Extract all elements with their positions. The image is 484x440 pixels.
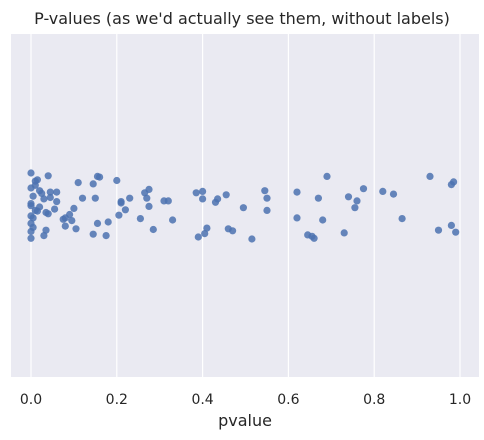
data-point-27 (61, 222, 69, 230)
data-point-83 (398, 215, 406, 223)
data-point-43 (126, 194, 134, 202)
data-point-93 (91, 194, 99, 202)
data-point-19 (40, 195, 48, 203)
data-point-76 (340, 229, 348, 237)
data-point-10 (29, 223, 37, 231)
data-point-34 (89, 180, 97, 188)
data-point-68 (293, 214, 301, 222)
x-tick-label-4: 0.8 (363, 392, 385, 408)
data-point-69 (293, 188, 301, 196)
data-point-33 (89, 230, 97, 238)
data-point-46 (143, 194, 151, 202)
data-point-87 (447, 221, 455, 229)
data-point-31 (74, 179, 82, 187)
data-point-63 (239, 204, 247, 212)
data-point-44 (136, 215, 144, 223)
data-point-54 (194, 233, 202, 241)
data-point-62 (229, 227, 237, 235)
data-point-96 (203, 224, 211, 232)
data-point-88 (450, 178, 458, 186)
data-point-25 (51, 205, 59, 213)
data-point-36 (93, 219, 102, 227)
data-point-94 (102, 232, 110, 240)
data-point-41 (117, 199, 125, 207)
data-point-66 (263, 206, 271, 214)
data-point-82 (389, 190, 398, 198)
data-point-84 (426, 172, 434, 180)
data-point-74 (319, 216, 327, 224)
data-point-56 (199, 187, 207, 195)
data-points (27, 169, 460, 243)
data-point-55 (199, 195, 207, 203)
data-point-77 (344, 193, 353, 201)
data-point-67 (263, 194, 271, 202)
data-point-13 (31, 181, 39, 189)
data-point-65 (261, 187, 269, 195)
data-point-8 (29, 214, 37, 222)
x-tick-label-1: 0.2 (106, 392, 128, 408)
data-point-7 (27, 169, 35, 177)
data-point-91 (53, 198, 61, 206)
data-point-15 (33, 176, 42, 184)
data-point-73 (314, 194, 322, 202)
x-tick-label-0: 0.0 (20, 392, 42, 408)
x-tick-label-5: 1.0 (449, 392, 471, 408)
data-point-18 (40, 232, 48, 240)
x-axis-label: pvalue (218, 411, 272, 430)
data-point-0 (27, 234, 35, 242)
x-tick-label-2: 0.4 (191, 392, 213, 408)
data-point-32 (78, 194, 87, 202)
data-point-24 (46, 188, 54, 196)
data-point-78 (351, 204, 359, 212)
data-point-20 (42, 226, 50, 234)
data-point-60 (222, 191, 230, 199)
data-point-38 (104, 218, 112, 226)
data-point-85 (434, 226, 443, 234)
data-point-51 (164, 197, 172, 205)
data-point-72 (310, 234, 318, 242)
data-point-26 (53, 188, 61, 196)
data-point-99 (38, 189, 46, 197)
data-point-53 (192, 189, 200, 197)
data-point-92 (68, 217, 76, 225)
data-point-81 (379, 187, 387, 195)
data-point-90 (46, 193, 54, 202)
data-point-98 (59, 215, 67, 223)
data-point-80 (359, 185, 368, 193)
data-point-52 (169, 216, 177, 224)
data-point-42 (121, 206, 129, 214)
data-point-97 (113, 176, 121, 185)
data-point-49 (149, 225, 157, 234)
data-point-5 (27, 202, 35, 210)
data-point-9 (29, 192, 37, 200)
data-point-22 (44, 210, 52, 218)
data-point-79 (353, 197, 361, 205)
data-point-64 (248, 235, 256, 243)
data-point-75 (323, 172, 331, 180)
chart-title: P-values (as we'd actually see them, wit… (34, 9, 450, 28)
grid-lines (30, 34, 461, 377)
data-point-47 (145, 185, 153, 193)
data-point-29 (70, 204, 78, 212)
data-point-16 (36, 203, 44, 211)
x-tick-labels: 0.0 0.2 0.4 0.6 0.8 1.0 (20, 392, 471, 408)
data-point-57 (201, 230, 209, 238)
x-tick-label-3: 0.6 (277, 392, 299, 408)
data-point-89 (452, 228, 460, 236)
data-point-48 (145, 202, 153, 210)
data-point-37 (96, 173, 104, 181)
data-point-39 (115, 211, 123, 219)
data-point-23 (44, 172, 52, 180)
data-point-59 (214, 195, 222, 203)
data-point-30 (72, 225, 80, 233)
